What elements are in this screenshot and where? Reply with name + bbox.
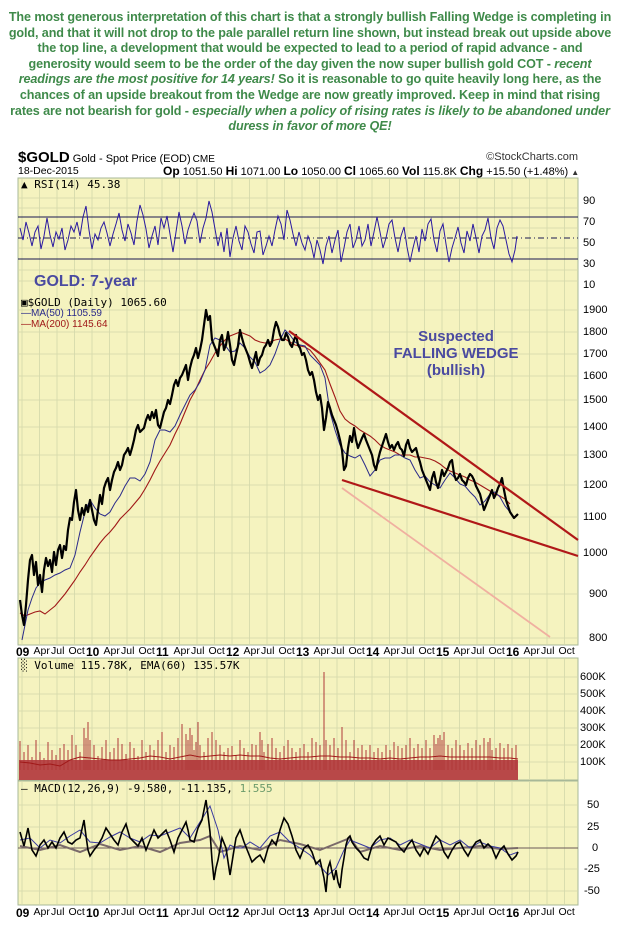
x-axis-label: Apr (33, 645, 50, 657)
macd-label: — MACD(12,26,9) -9.580, -11.135, 1.555 (21, 782, 273, 795)
x-axis-label: Jul (331, 906, 345, 918)
ma200-legend-swatch: — (21, 319, 31, 330)
wedge-bottom-line (341, 478, 579, 558)
chart-date: 18-Dec-2015 (18, 165, 79, 177)
x-axis-label: 10 (86, 906, 100, 920)
x-axis-label: Jul (471, 645, 485, 657)
rsi-line (19, 200, 518, 265)
x-axis-label: Apr (173, 645, 190, 657)
annotation-title: GOLD: 7-year (34, 273, 138, 290)
quote-summary: Op 1051.50 Hi 1071.00 Lo 1050.00 Cl 1065… (163, 164, 580, 178)
volume-label: ░ Volume 115.78K, EMA(60) 135.57K (21, 659, 240, 672)
x-axis-label: Apr (453, 906, 470, 918)
volume-ema-line (19, 754, 519, 767)
x-axis-label: Oct (68, 906, 85, 918)
x-axis-label: Oct (418, 645, 435, 657)
x-axis-label: Jul (401, 645, 415, 657)
x-axis-label: 12 (226, 906, 240, 920)
x-axis-label: Jul (541, 645, 555, 657)
x-axis-label: Apr (313, 906, 330, 918)
rsi-axis: 90 70 50 30 10 (583, 195, 596, 291)
macd-x-axis: 09 Apr Jul Oct 10 Apr Jul Oct 11 Apr Jul Oct 12 Apr Ju… (16, 906, 586, 920)
pattern-annotation: Suspected FALLING WEDGE (bullish) (393, 328, 519, 379)
x-axis-label: 16 (506, 906, 520, 920)
x-axis-label: Apr (103, 906, 120, 918)
x-axis-label: Oct (208, 906, 225, 918)
x-axis-label: Oct (138, 645, 155, 657)
x-axis-label: 15 (436, 645, 450, 659)
ma200-line (19, 331, 511, 617)
x-axis-label: Apr (243, 645, 260, 657)
x-axis-label: 14 (366, 645, 380, 659)
wedge-top-line (288, 330, 579, 541)
x-axis-label: Jul (51, 645, 65, 657)
x-axis-label: Apr (453, 645, 470, 657)
x-axis-label: Oct (278, 906, 295, 918)
price-line (18, 308, 519, 627)
price-legend: ▣$GOLD (Daily) 1065.60 —MA(50) 1105.59 —… (21, 296, 167, 330)
x-axis-label: Oct (488, 645, 505, 657)
x-axis-label: Oct (348, 906, 365, 918)
x-axis-label: Apr (243, 906, 260, 918)
x-axis-label: 09 (16, 906, 30, 920)
commentary-text: The most generous interpretation of this… (8, 10, 612, 134)
x-axis-label: Oct (558, 645, 575, 657)
volume-icon: ░ (21, 659, 28, 672)
candle-icon: ▣ (21, 296, 28, 309)
x-axis-label: Jul (261, 906, 275, 918)
x-axis-label: Oct (208, 645, 225, 657)
x-axis-label: 11 (156, 906, 169, 920)
x-axis-label: Jul (331, 645, 345, 657)
x-axis-label: Jul (121, 645, 135, 657)
x-axis-label: Apr (383, 645, 400, 657)
x-axis-label: Apr (383, 906, 400, 918)
x-axis-label: Jul (191, 645, 205, 657)
x-axis-label: Jul (121, 906, 135, 918)
x-axis-label: 15 (436, 906, 450, 920)
x-axis-label: Apr (313, 645, 330, 657)
x-axis-label: Jul (541, 906, 555, 918)
ma50-legend-swatch: — (21, 308, 31, 319)
x-axis-label: Apr (523, 645, 540, 657)
x-axis-label: Oct (68, 645, 85, 657)
x-axis-label: Oct (348, 645, 365, 657)
x-axis-label: 13 (296, 906, 310, 920)
x-axis-label: Apr (103, 645, 120, 657)
x-axis-label: Apr (173, 906, 190, 918)
x-axis-label: 10 (86, 645, 100, 659)
x-axis-label: Jul (471, 906, 485, 918)
x-axis-label: 14 (366, 906, 380, 920)
x-axis-label: Oct (278, 645, 295, 657)
x-axis-label: Jul (401, 906, 415, 918)
x-axis-label: 11 (156, 645, 169, 659)
x-axis-label: Jul (51, 906, 65, 918)
x-axis-label: 09 (16, 645, 30, 659)
x-axis-label: 13 (296, 645, 310, 659)
x-axis-label: Apr (523, 906, 540, 918)
x-axis-label: Jul (191, 906, 205, 918)
x-axis-label: Oct (558, 906, 575, 918)
up-triangle-icon: ▲ (571, 168, 580, 177)
return-line (341, 487, 551, 638)
x-axis-label: Jul (261, 645, 275, 657)
x-axis-label: 12 (226, 645, 240, 659)
price-x-axis: 09 Apr Jul Oct 10 Apr Jul Oct 11 Apr Jul Oct 12 Apr Ju… (16, 645, 586, 659)
rsi-label: ▲ RSI(14) 45.38 (21, 178, 121, 191)
price-panel (17, 177, 579, 646)
x-axis-label: Oct (138, 906, 155, 918)
brand-logo[interactable]: ©StockCharts.com (486, 151, 578, 163)
x-axis-label: Apr (33, 906, 50, 918)
x-axis-label: 16 (506, 645, 520, 659)
x-axis-label: Oct (488, 906, 505, 918)
chart-title: $GOLD Gold - Spot Price (EOD) CME (18, 149, 215, 166)
macd-line (19, 799, 519, 893)
rsi-icon: ▲ (21, 178, 28, 191)
x-axis-label: Oct (418, 906, 435, 918)
